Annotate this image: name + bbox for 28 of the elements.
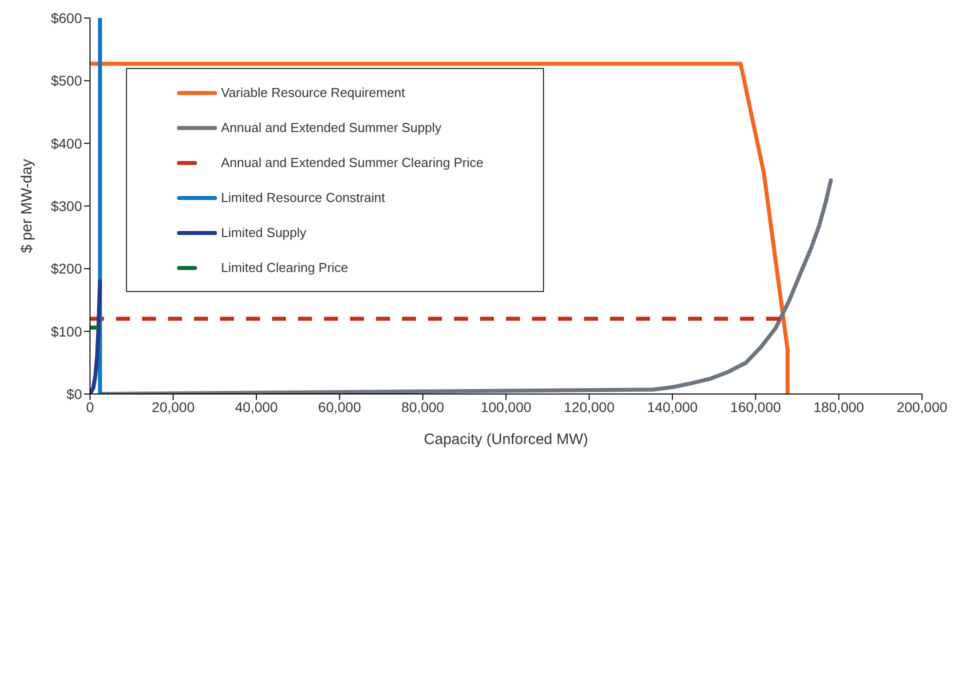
line-series	[90, 279, 102, 394]
x-tick-label: 0	[86, 398, 94, 415]
y-tick-label: $200	[50, 260, 82, 277]
x-tick-label: 80,000	[401, 398, 444, 415]
x-tick-label: 40,000	[234, 398, 278, 415]
legend-label: Limited Supply	[221, 225, 306, 240]
y-axis-title: $ per MW-day	[18, 158, 36, 253]
y-tick-label: $500	[50, 72, 82, 89]
x-tick-label: 60,000	[318, 398, 362, 415]
y-tick-label: $0	[66, 386, 82, 402]
x-tick-label: 100,000	[480, 398, 532, 415]
legend-label: Limited Resource Constraint	[221, 190, 386, 205]
legend-label: Limited Clearing Price	[221, 260, 348, 275]
x-tick-label: 180,000	[813, 398, 864, 415]
y-tick-label: $400	[50, 135, 82, 152]
legend-label: Annual and Extended Summer Supply	[221, 120, 442, 135]
x-tick-label: 140,000	[647, 398, 698, 415]
x-tick-label: 20,000	[152, 398, 195, 415]
y-tick-label: $600	[50, 10, 82, 26]
y-tick-label: $300	[50, 198, 82, 214]
x-axis-title: Capacity (Unforced MW)	[424, 431, 588, 448]
x-tick-label: 120,000	[564, 398, 615, 415]
x-tick-label: 160,000	[730, 398, 782, 415]
line-series	[90, 62, 790, 394]
x-tick-label: 200,000	[896, 398, 948, 415]
legend-label: Variable Resource Requirement	[221, 85, 406, 100]
y-tick-label: $100	[50, 323, 82, 340]
legend-label: Annual and Extended Summer Clearing Price	[221, 155, 484, 170]
